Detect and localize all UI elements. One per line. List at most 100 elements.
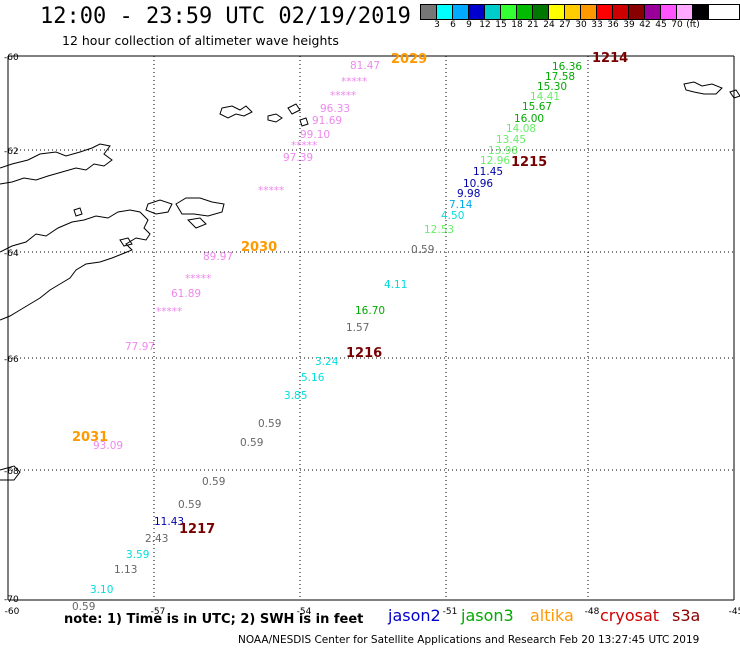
wave-height-value: 3.59: [126, 549, 149, 561]
wave-height-value: 61.89: [171, 288, 201, 300]
wave-height-value: 4.11: [384, 279, 407, 291]
wave-height-value: 89.97: [203, 251, 233, 263]
legend-swatch: [661, 5, 677, 19]
legend-tick-label: 12: [479, 20, 491, 30]
legend-tick-label: 36: [607, 20, 619, 30]
wave-height-value: 0.59: [202, 476, 225, 488]
legend-tick-label: 21: [527, 20, 539, 30]
wave-height-value: 14.08: [506, 123, 536, 135]
coastline-west-stub: [0, 465, 21, 481]
legend-tick-label: 18: [511, 20, 523, 30]
wave-height-value: 99.10: [300, 129, 330, 141]
legend-tick-label: 6: [450, 20, 456, 30]
wave-height-value: 7.14: [449, 199, 473, 211]
legend-swatch: [421, 5, 437, 19]
wave-height-value: 13.45: [496, 134, 526, 146]
coastline-peninsula-main: [0, 209, 151, 321]
coastline: [0, 81, 740, 481]
wave-height-value: *****: [341, 76, 367, 88]
coastline-dundee-island: [186, 217, 207, 229]
latitude-label: -66: [4, 355, 19, 365]
legend-tick-label: 70: [671, 20, 683, 30]
track-label: 1217: [179, 522, 215, 537]
wave-height-value: 4.50: [441, 210, 464, 222]
coastline-south-shetland-3: [287, 103, 301, 115]
satellite-jason3: jason3: [461, 606, 514, 625]
wave-height-value: 0.59: [178, 499, 201, 511]
legend-swatch: [597, 5, 613, 19]
map-title: 12:00 - 23:59 UTC 02/19/2019: [40, 4, 411, 29]
coastline-south-shetland-1: [219, 105, 253, 119]
satellite-jason2: jason2: [388, 606, 441, 625]
coastline-small-island-2: [73, 207, 83, 217]
legend-tick-labels: 3 6 9 12 15 18 21 24 27 30 33 36 39 42 45 70 (ft): [420, 20, 740, 32]
wave-height-value: *****: [185, 273, 211, 285]
legend-tick-label: 15: [495, 20, 507, 30]
wave-height-value: 91.69: [312, 115, 342, 127]
legend-swatch: [565, 5, 581, 19]
latitude-label: -62: [4, 147, 19, 157]
latitude-label: -68: [4, 467, 19, 477]
legend-swatch: [533, 5, 549, 19]
wave-height-value: 1.13: [114, 564, 137, 576]
track-label: 2031: [72, 430, 108, 445]
wave-height-value: 13.98: [488, 145, 518, 157]
longitude-label: -57: [151, 607, 166, 617]
wave-height-value: 15.67: [522, 101, 552, 113]
wave-height-value: 3.10: [90, 584, 113, 596]
coastline-peninsula-north: [0, 143, 113, 185]
wave-height-value: 77.97: [125, 341, 155, 353]
legend-tick-label: 9: [466, 20, 472, 30]
legend-tick-label: 39: [623, 20, 635, 30]
wave-height-value: 11.45: [473, 166, 503, 178]
legend-swatch: [453, 5, 469, 19]
map-subtitle: 12 hour collection of altimeter wave hei…: [62, 33, 339, 48]
wave-height-value: 0.59: [72, 601, 95, 613]
wave-height-observations: 81.47**********96.3391.6999.10*****97.39…: [72, 60, 582, 613]
wave-height-value: 12.53: [424, 224, 454, 236]
wave-height-value: *****: [258, 185, 284, 197]
latitude-label: -70: [4, 595, 19, 605]
coastline-james-ross-island: [145, 199, 173, 215]
satellite-s3a: s3a: [672, 606, 701, 625]
satellite-altika: altika: [530, 606, 574, 625]
wave-height-value: 2.43: [145, 533, 168, 545]
legend-swatch: [501, 5, 517, 19]
wave-height-value: 16.00: [514, 113, 544, 125]
wave-height-value: 12.96: [480, 155, 510, 167]
wave-height-value: 16.36: [552, 61, 582, 73]
coastline-joinville-island: [175, 197, 225, 217]
legend-swatch: [693, 5, 709, 19]
coastline-small-island-1: [299, 117, 309, 127]
track-label: 1216: [346, 346, 382, 361]
legend-swatch: [485, 5, 501, 19]
legend-swatch: [613, 5, 629, 19]
latitude-label: -60: [4, 53, 19, 63]
longitude-label: -54: [297, 607, 312, 617]
wave-height-value: 5.16: [301, 372, 325, 384]
wave-height-value: 3.24: [315, 356, 339, 368]
wave-height-value: 14.41: [530, 91, 560, 103]
wave-height-value: *****: [291, 140, 317, 152]
legend-tick-label: (ft): [686, 20, 700, 30]
coastline-small-island-3: [119, 237, 133, 247]
legend-swatch: [469, 5, 485, 19]
wave-height-value: 16.70: [355, 305, 385, 317]
wave-height-value: 97.39: [283, 152, 313, 164]
wave-height-value: 0.59: [240, 437, 263, 449]
legend-swatch: [581, 5, 597, 19]
legend-tick-label: 30: [575, 20, 587, 30]
legend-tick-label: 33: [591, 20, 603, 30]
wave-height-value: 81.47: [350, 60, 380, 72]
longitude-label: -60: [5, 607, 20, 617]
wave-height-value: 9.98: [457, 188, 480, 200]
latitude-label: -64: [4, 249, 19, 259]
legend-swatch: [437, 5, 453, 19]
wave-height-value: *****: [330, 90, 356, 102]
axis-labels: -60 -62 -64 -66 -68 -70 -60 -57 -54 -51 -48 -45: [4, 53, 740, 617]
legend-tick-label: 27: [559, 20, 571, 30]
wave-height-value: 0.59: [411, 244, 434, 256]
wave-height-value: 10.96: [463, 178, 493, 190]
legend-tick-label: 42: [639, 20, 651, 30]
